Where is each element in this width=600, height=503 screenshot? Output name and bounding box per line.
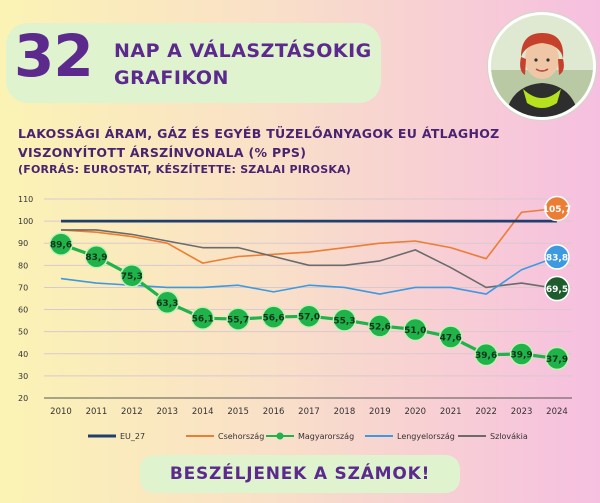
data-point-marker: [226, 307, 250, 331]
data-point-label: 63,3: [156, 299, 178, 309]
end-point-label: 105,7: [543, 205, 571, 215]
data-point-marker: [261, 305, 286, 329]
series-line-Szlovákia: [61, 229, 558, 290]
data-point-label: 52,6: [369, 322, 391, 332]
headline-line-2: GRAFIKON: [114, 67, 229, 89]
data-point-label: 56,6: [262, 314, 284, 324]
data-point-label: 39,9: [510, 350, 532, 360]
line-chart: 110 100 90 80 70 60 50 40 30 20 2010 2011 2012 2013 20…: [18, 195, 572, 441]
y-tick-label: 100: [18, 217, 33, 226]
legend-label: Csehország: [218, 432, 264, 441]
data-point-marker: [49, 232, 73, 256]
data-point-marker: [190, 306, 215, 330]
data-point-marker: [545, 346, 569, 371]
headline: NAP A VÁLASZTÁSOKIG GRAFIKON: [114, 38, 372, 92]
days-count: 32: [14, 22, 94, 90]
end-point-marker: [544, 275, 570, 302]
y-tick-label: 20: [18, 394, 28, 403]
legend-label: Magyarország: [298, 432, 354, 441]
data-point-marker: [332, 308, 357, 332]
data-point-marker: [509, 342, 534, 366]
legend-label: Lengyelország: [397, 432, 455, 441]
headline-line-1: NAP A VÁLASZTÁSOKIG: [114, 40, 372, 62]
data-point-marker: [120, 263, 144, 288]
end-point-label: 69,5: [546, 285, 568, 295]
x-tick-label: 2017: [298, 407, 320, 417]
x-tick-label: 2022: [475, 407, 497, 417]
end-point-marker: [544, 244, 570, 270]
x-tick-label: 2021: [440, 407, 462, 417]
y-tick-label: 70: [18, 283, 28, 292]
y-tick-label: 90: [18, 239, 28, 248]
data-point-marker: [403, 317, 428, 342]
data-point-label: 55,7: [227, 316, 249, 326]
data-point-label: 56,1: [192, 315, 214, 325]
data-point-marker: [84, 244, 109, 269]
footer-banner: [140, 455, 460, 493]
x-tick-label: 2024: [546, 407, 568, 417]
data-point-marker: [368, 314, 392, 338]
end-point-label: 83,8: [546, 253, 568, 263]
chart-source: (FORRÁS: EUROSTAT, KÉSZÍTETTE: SZALAI PI…: [18, 163, 352, 176]
data-point-label: 57,0: [298, 313, 320, 323]
x-tick-label: 2015: [227, 407, 249, 417]
y-tick-label: 30: [18, 372, 28, 381]
x-tick-label: 2016: [263, 407, 285, 417]
data-point-label: 39,6: [475, 351, 497, 361]
x-tick-label: 2019: [369, 407, 391, 417]
x-tick-label: 2018: [334, 407, 356, 417]
x-tick-label: 2010: [50, 407, 72, 417]
y-tick-label: 50: [18, 328, 28, 337]
data-point-label: 47,6: [440, 333, 462, 343]
legend-swatch-marker: [276, 432, 284, 440]
footer-text: BESZÉLJENEK A SZÁMOK!: [169, 464, 431, 484]
x-tick-label: 2014: [192, 407, 214, 417]
x-tick-label: 2020: [404, 407, 426, 417]
x-tick-label: 2012: [121, 407, 143, 417]
x-tick-label: 2013: [156, 407, 178, 417]
data-point-label: 89,6: [50, 241, 72, 251]
data-point-label: 55,3: [333, 316, 355, 326]
x-tick-label: 2011: [86, 407, 108, 417]
end-point-marker: [544, 195, 570, 222]
y-tick-label: 80: [18, 261, 28, 270]
series-line-Csehország: [60, 207, 558, 264]
y-tick-label: 110: [18, 195, 33, 204]
data-point-marker: [297, 304, 321, 328]
data-point-label: 37,9: [546, 355, 568, 365]
data-point-marker: [155, 290, 180, 315]
legend-label: Szlovákia: [490, 432, 528, 441]
data-point-label: 75,3: [121, 272, 143, 282]
x-tick-label: 2023: [511, 407, 533, 417]
y-tick-label: 40: [18, 350, 28, 359]
chart-subtitle: LAKOSSÁGI ÁRAM, GÁZ ÉS EGYÉB TÜZELŐANYAG…: [18, 126, 500, 160]
header-banner: [6, 23, 381, 103]
data-point-marker: [474, 342, 498, 367]
legend-label: EU_27: [120, 432, 145, 441]
data-point-marker: [438, 325, 463, 349]
data-point-label: 51,0: [404, 326, 426, 336]
y-tick-label: 60: [18, 306, 28, 315]
series-line-Magyarország: [60, 242, 558, 361]
data-point-label: 83,9: [85, 253, 107, 263]
